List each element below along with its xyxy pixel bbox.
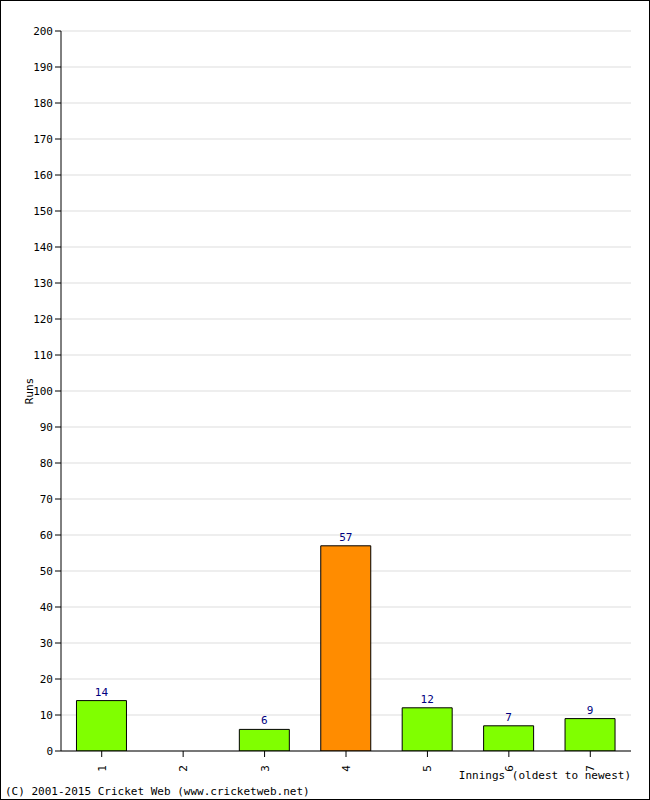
svg-text:4: 4 (340, 765, 353, 772)
svg-text:7: 7 (584, 765, 597, 772)
svg-text:10: 10 (40, 709, 53, 722)
svg-text:120: 120 (33, 313, 53, 326)
svg-text:12: 12 (421, 693, 434, 706)
svg-text:40: 40 (40, 601, 53, 614)
svg-text:20: 20 (40, 673, 53, 686)
svg-text:1: 1 (96, 765, 109, 772)
svg-text:110: 110 (33, 349, 53, 362)
svg-text:190: 190 (33, 61, 53, 74)
svg-text:50: 50 (40, 565, 53, 578)
svg-text:2: 2 (177, 765, 190, 772)
svg-text:200: 200 (33, 25, 53, 38)
svg-text:0: 0 (46, 745, 53, 758)
svg-text:7: 7 (505, 711, 512, 724)
svg-text:90: 90 (40, 421, 53, 434)
svg-text:140: 140 (33, 241, 53, 254)
svg-text:3: 3 (259, 765, 272, 772)
svg-text:160: 160 (33, 169, 53, 182)
svg-text:9: 9 (587, 704, 594, 717)
svg-text:170: 170 (33, 133, 53, 146)
svg-text:60: 60 (40, 529, 53, 542)
svg-text:5: 5 (421, 765, 434, 772)
svg-text:14: 14 (95, 686, 109, 699)
html-text:(C) 2001-2015 Cricket Web (www: (C) 2001-2015 Cricket Web (www.cricketwe… (5, 785, 310, 798)
svg-text:6: 6 (261, 714, 268, 727)
svg-text:70: 70 (40, 493, 53, 506)
svg-text:130: 130 (33, 277, 53, 290)
svg-text:Innings (oldest to newest): Innings (oldest to newest) (459, 769, 631, 782)
svg-text:6: 6 (503, 765, 516, 772)
svg-text:180: 180 (33, 97, 53, 110)
svg-text:100: 100 (33, 385, 53, 398)
svg-text:Runs: Runs (23, 377, 36, 405)
svg-text:80: 80 (40, 457, 53, 470)
svg-text:30: 30 (40, 637, 53, 650)
svg-text:57: 57 (339, 531, 352, 544)
svg-text:150: 150 (33, 205, 53, 218)
